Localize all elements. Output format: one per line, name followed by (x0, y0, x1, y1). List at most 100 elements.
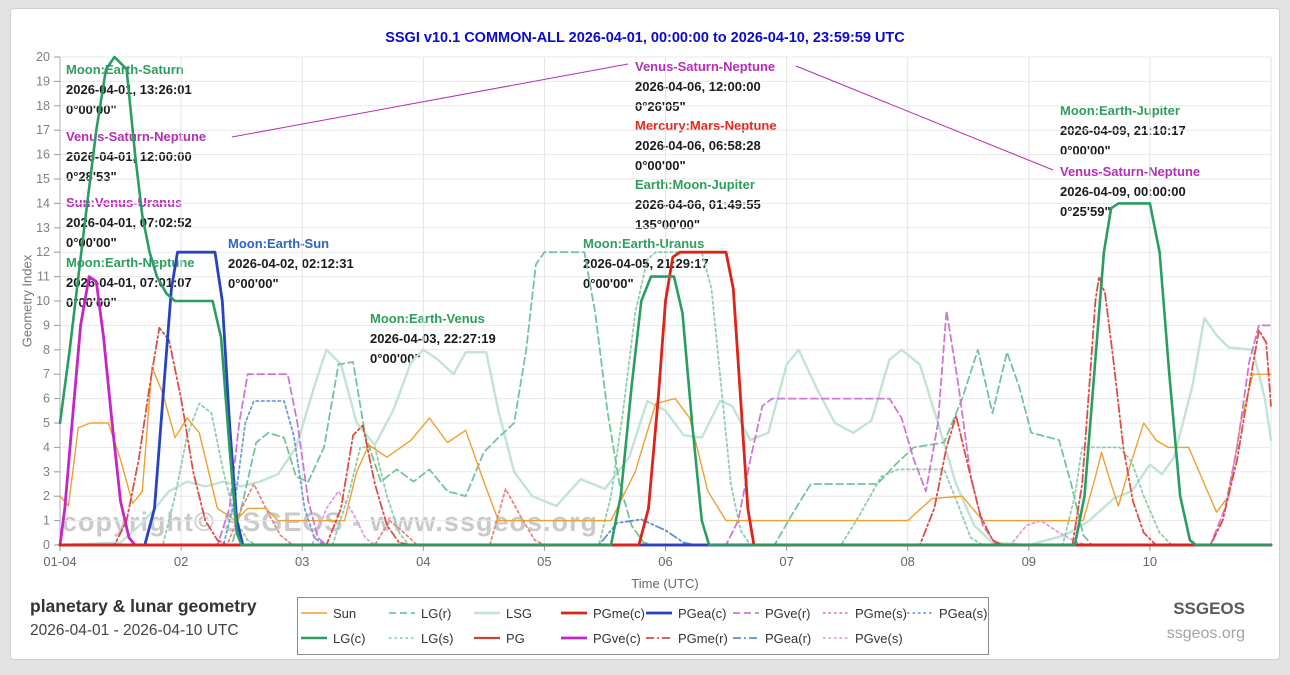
legend-label: Sun (333, 605, 357, 621)
x-axis-label: Time (UTC) (631, 576, 699, 591)
annotation-timestamp: 2026-04-01, 13:26:01 (66, 82, 192, 97)
annotation: Venus-Saturn-Neptune 2026-04-01, 12:00:00… (66, 127, 206, 187)
annotation-angle: 0°26'05" (635, 99, 686, 114)
annotation: Moon:Earth-Jupiter 2026-04-09, 21:10:17 0°… (1060, 101, 1186, 161)
annotation-title: Earth:Moon-Jupiter (635, 177, 755, 192)
legend-swatch (733, 612, 759, 614)
legend-label: PGve(s) (855, 630, 903, 646)
legend-label: LG(r) (421, 605, 452, 621)
annotation-timestamp: 2026-04-06, 06:58:28 (635, 138, 761, 153)
annotation-angle: 135°00'00" (635, 217, 701, 232)
legend-label: PGea(c) (678, 605, 727, 621)
legend-item-PGea(c): PGea(c) (646, 604, 726, 622)
legend-label: PGve(c) (593, 630, 641, 646)
legend-label: LSG (506, 605, 533, 621)
legend-item-PG: PG (474, 629, 525, 647)
legend-swatch (823, 612, 849, 614)
annotation-timestamp: 2026-04-03, 22:27:19 (370, 331, 496, 346)
annotation-title: Moon:Earth-Venus (370, 311, 485, 326)
annotation-angle: 0°00'00" (66, 235, 117, 250)
legend-swatch (823, 637, 849, 639)
annotation-timestamp: 2026-04-05, 21:29:17 (583, 256, 709, 271)
legend: Sun LG(r) LSG PGme(c) PGea(c) PGve(r) PGme(s) P… (297, 597, 989, 655)
y-axis-label: Geometry Index (19, 254, 35, 348)
annotation-title: Moon:Earth-Saturn (66, 62, 184, 77)
annotation-timestamp: 2026-04-09, 00:00:00 (1060, 184, 1186, 199)
legend-swatch (733, 637, 759, 639)
brand-name: SSGEOS (1173, 599, 1245, 618)
annotation: Mercury:Mars-Neptune 2026-04-06, 06:58:28… (635, 116, 777, 176)
legend-label: PGea(r) (765, 630, 812, 646)
annotation-angle: 0°00'00" (635, 158, 686, 173)
annotation-title: Moon:Earth-Sun (228, 236, 330, 251)
annotation-timestamp: 2026-04-09, 21:10:17 (1060, 123, 1186, 138)
annotation: Moon:Earth-Sun 2026-04-02, 02:12:31 0°00'0… (228, 234, 354, 294)
legend-swatch (561, 611, 587, 615)
legend-item-LG(c): LG(c) (301, 629, 366, 647)
legend-swatch (646, 637, 672, 639)
annotation-angle: 0°00'00" (66, 295, 117, 310)
annotation: Venus-Saturn-Neptune 2026-04-06, 12:00:00… (635, 57, 775, 117)
annotation: Sun:Venus-Uranus 2026-04-01, 07:02:52 0°00… (66, 193, 192, 253)
legend-swatch (907, 612, 933, 614)
legend-item-PGme(c): PGme(c) (561, 604, 645, 622)
annotation-title: Moon:Earth-Neptune (66, 255, 195, 270)
annotation-angle: 0°00'00" (583, 276, 634, 291)
footer-date-range: 2026-04-01 - 2026-04-10 UTC (30, 622, 239, 639)
legend-item-PGve(r): PGve(r) (733, 604, 811, 622)
annotation-timestamp: 2026-04-06, 12:00:00 (635, 79, 761, 94)
legend-item-PGea(s): PGea(s) (907, 604, 987, 622)
legend-label: PGve(r) (765, 605, 811, 621)
legend-item-PGve(s): PGve(s) (823, 629, 903, 647)
annotation-timestamp: 2026-04-01, 07:02:52 (66, 215, 192, 230)
legend-label: PG (506, 630, 525, 646)
footer-heading: planetary & lunar geometry (30, 596, 257, 616)
legend-swatch (301, 636, 327, 640)
legend-label: PGme(r) (678, 630, 728, 646)
annotation-timestamp: 2026-04-02, 02:12:31 (228, 256, 354, 271)
annotation: Moon:Earth-Uranus 2026-04-05, 21:29:17 0°0… (583, 234, 709, 294)
annotation: Venus-Saturn-Neptune 2026-04-09, 00:00:00… (1060, 162, 1200, 222)
annotation: Moon:Earth-Venus 2026-04-03, 22:27:19 0°00… (370, 309, 496, 369)
annotation-angle: 0°28'53" (66, 169, 117, 184)
annotation: Moon:Earth-Neptune 2026-04-01, 07:01:07 0°… (66, 253, 195, 313)
legend-item-PGve(c): PGve(c) (561, 629, 641, 647)
legend-item-PGme(s): PGme(s) (823, 604, 907, 622)
legend-item-PGea(r): PGea(r) (733, 629, 811, 647)
annotation-angle: 0°00'00" (1060, 143, 1111, 158)
annotation-timestamp: 2026-04-06, 01:49:55 (635, 197, 761, 212)
annotation-timestamp: 2026-04-01, 12:00:00 (66, 149, 192, 164)
annotation-title: Moon:Earth-Uranus (583, 236, 705, 251)
annotation-title: Moon:Earth-Jupiter (1060, 103, 1180, 118)
legend-item-LG(r): LG(r) (389, 604, 451, 622)
annotation: Earth:Moon-Jupiter 2026-04-06, 01:49:55 13… (635, 175, 761, 235)
legend-swatch (389, 637, 415, 639)
legend-label: LG(s) (421, 630, 454, 646)
legend-label: PGme(c) (593, 605, 645, 621)
legend-item-Sun: Sun (301, 604, 356, 622)
legend-item-LSG: LSG (474, 604, 532, 622)
legend-label: PGea(s) (939, 605, 988, 621)
legend-swatch (389, 612, 415, 614)
annotation-title: Venus-Saturn-Neptune (1060, 164, 1201, 179)
legend-item-LG(s): LG(s) (389, 629, 454, 647)
annotation-title: Mercury:Mars-Neptune (635, 118, 777, 133)
annotation-timestamp: 2026-04-01, 07:01:07 (66, 275, 192, 290)
brand-site: ssgeos.org (1166, 625, 1245, 642)
legend-label: PGme(s) (855, 605, 907, 621)
legend-swatch (474, 611, 500, 615)
annotation: Moon:Earth-Saturn 2026-04-01, 13:26:01 0°0… (66, 60, 192, 120)
annotation-angle: 0°00'00" (370, 351, 421, 366)
annotation-angle: 0°00'00" (66, 102, 117, 117)
legend-item-PGme(r): PGme(r) (646, 629, 728, 647)
annotation-title: Venus-Saturn-Neptune (66, 129, 207, 144)
annotation-title: Venus-Saturn-Neptune (635, 59, 776, 74)
legend-swatch (561, 636, 587, 640)
annotation-angle: 0°00'00" (228, 276, 279, 291)
legend-swatch (301, 612, 327, 614)
chart-title: SSGI v10.1 COMMON-ALL 2026-04-01, 00:00:… (385, 30, 905, 46)
annotation-angle: 0°25'59" (1060, 204, 1111, 219)
legend-swatch (474, 636, 500, 640)
